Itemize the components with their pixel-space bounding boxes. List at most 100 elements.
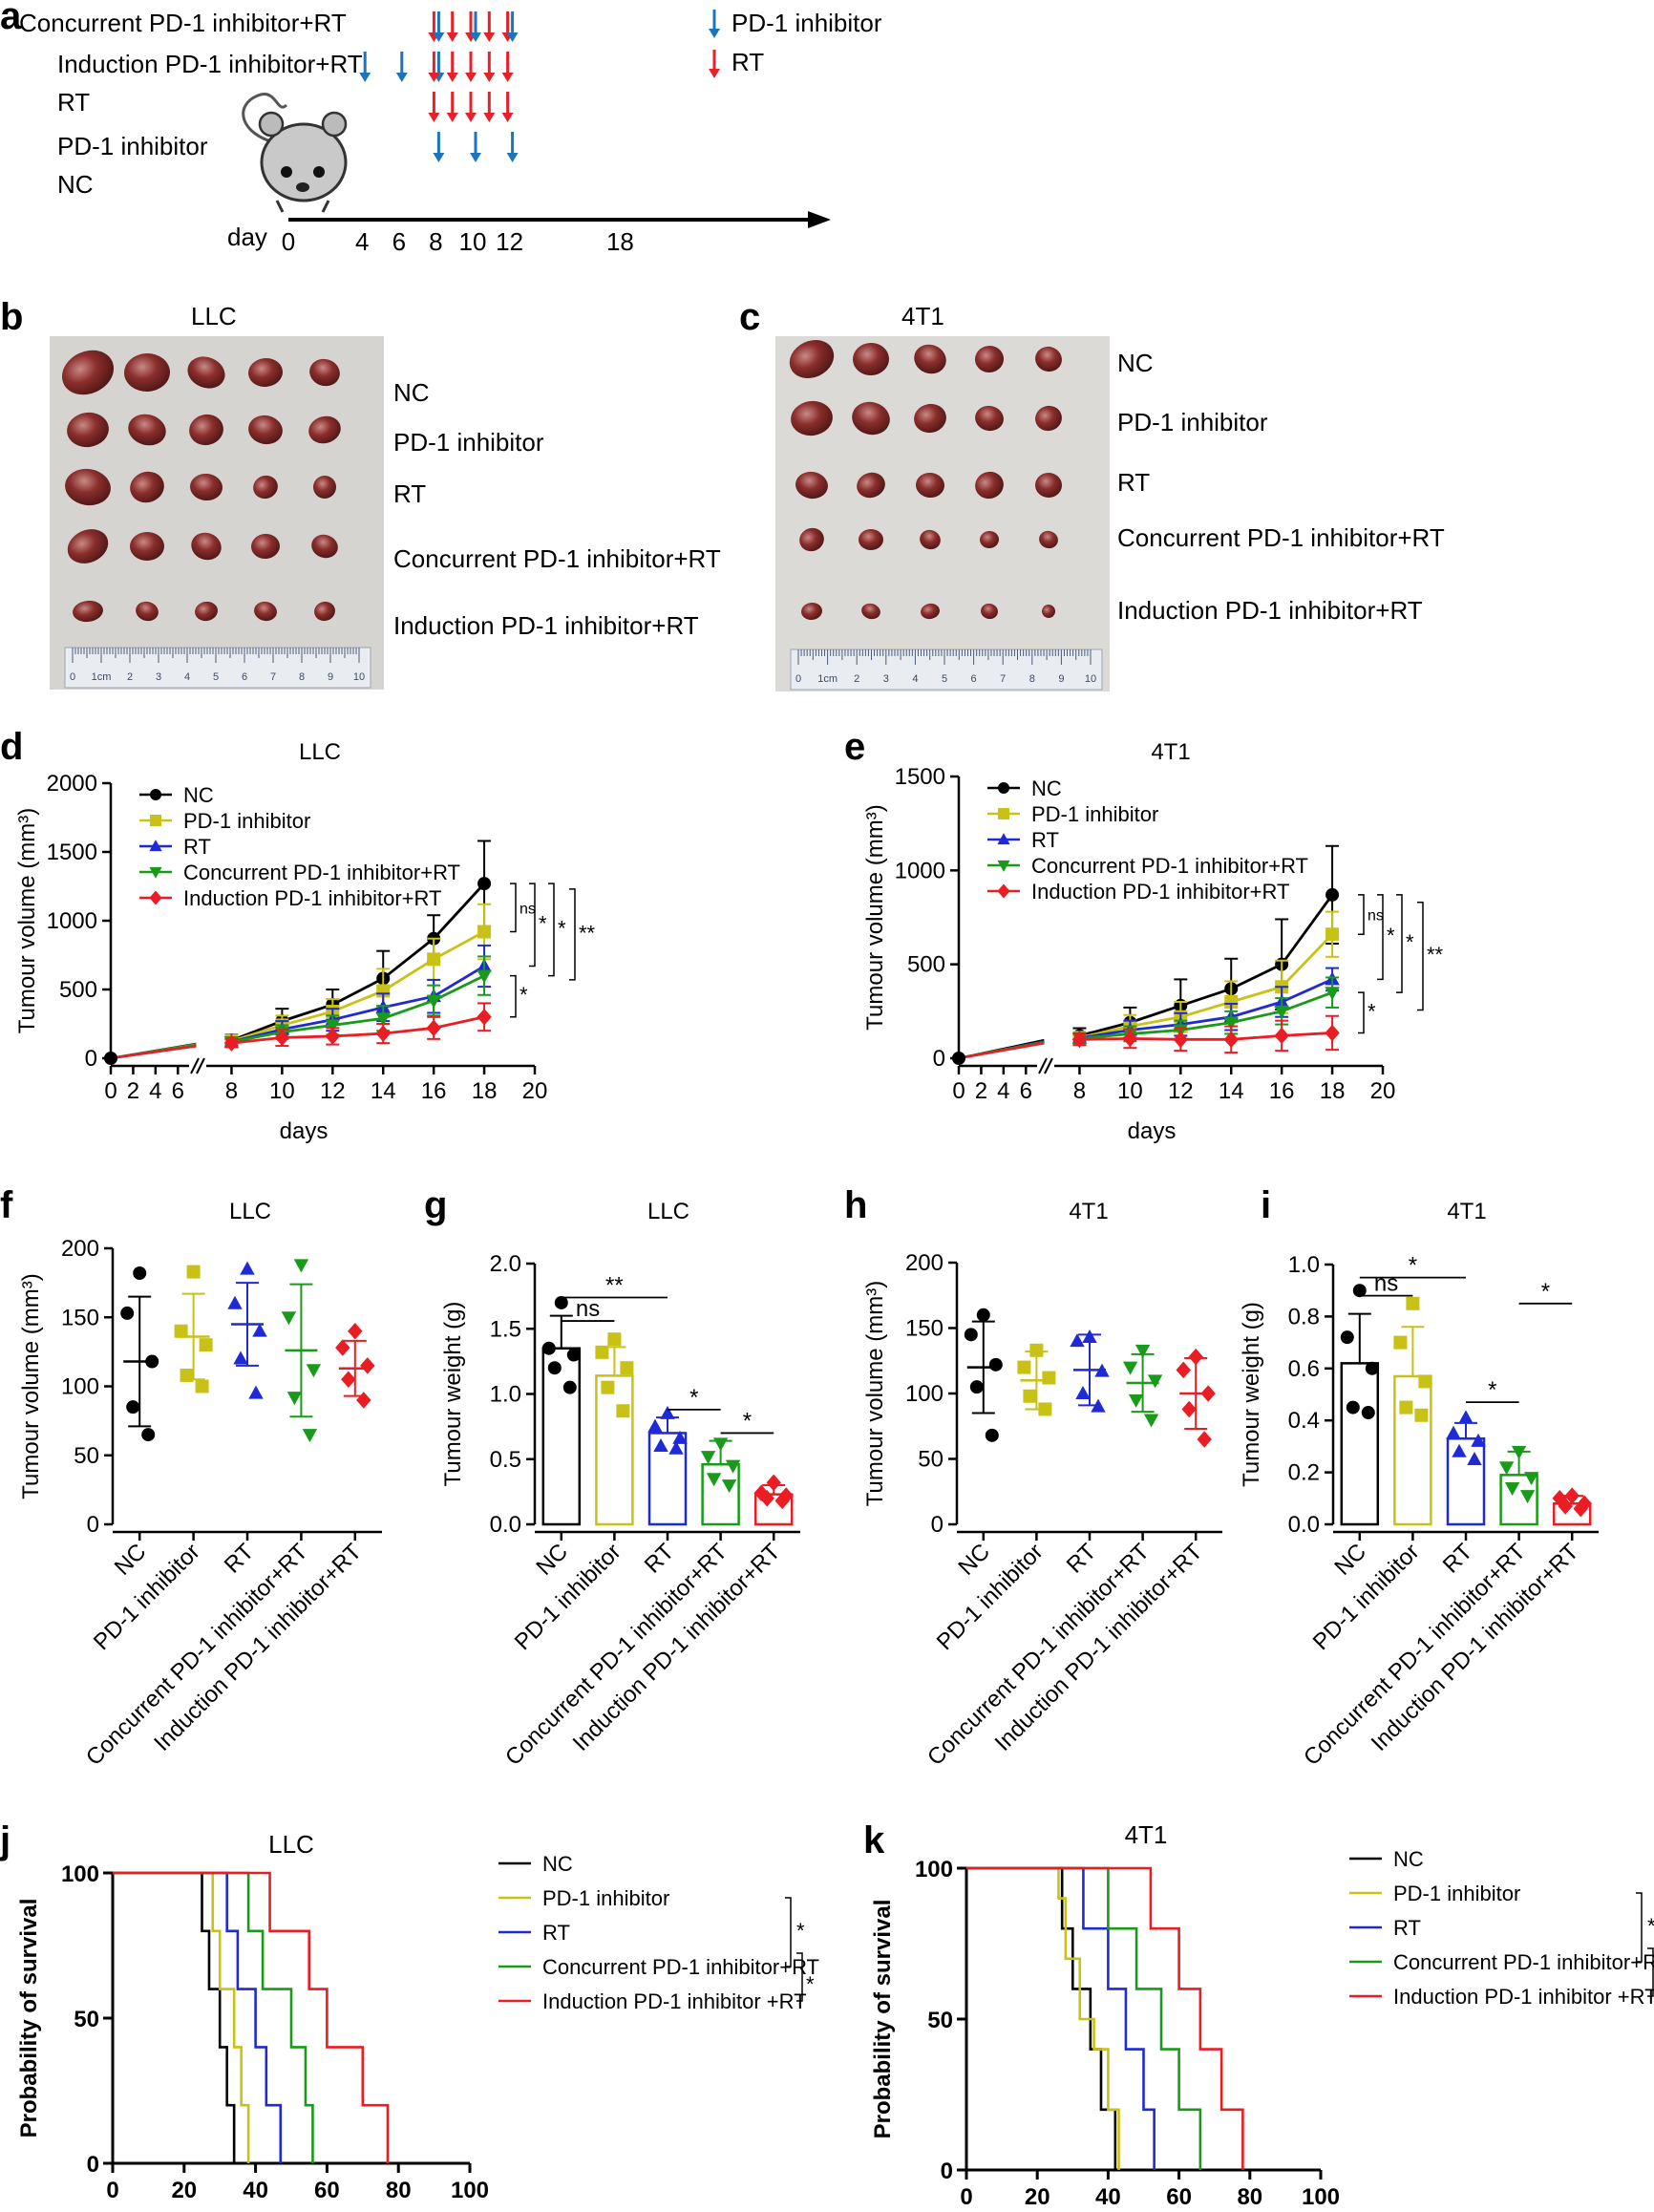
panel-letter: a: [0, 0, 22, 37]
y-tick-label: 0.8: [1288, 1304, 1320, 1329]
data-point: [700, 1451, 716, 1465]
y-tick-label: 500: [907, 952, 945, 978]
chart-i: 4T1 0.0 0.2 0.4 0.6 0.8 1.0 Tumour weight (g) NC…: [1239, 1199, 1599, 1771]
series-4: [1071, 1014, 1340, 1054]
timeline-tick-label: 4: [355, 227, 369, 256]
schedule-row-label: NC: [57, 170, 94, 199]
tumour-specimen: [65, 468, 111, 506]
x-tick-label: 16: [1269, 1078, 1295, 1104]
data-point: [1346, 1400, 1360, 1414]
legend-label: PD-1 inhibitor: [183, 809, 310, 833]
y-tick-label: 1000: [47, 908, 97, 934]
significance-bracket: [510, 974, 517, 1018]
y-tick-label: 500: [59, 977, 97, 1003]
significance-bracket: [785, 1897, 792, 1967]
x-tick-label: 0: [106, 2178, 118, 2203]
data-point: [1365, 1361, 1379, 1375]
survival-curve: [966, 1866, 1117, 2170]
axis-break: [1044, 1057, 1053, 1074]
arrowhead: [446, 32, 458, 42]
data-point: [778, 1487, 794, 1504]
data-point: [1029, 1343, 1044, 1357]
data-point: [766, 1474, 781, 1492]
data-point: [1325, 987, 1340, 1001]
tumour-specimen: [789, 340, 835, 378]
data-point: [1128, 1393, 1144, 1408]
tumour-specimen: [859, 528, 883, 551]
x-tick-label: 18: [472, 1078, 498, 1104]
data-point: [1325, 927, 1340, 942]
tumour-specimen: [1035, 472, 1062, 499]
data-point: [281, 1311, 297, 1326]
y-tick-label: 1.0: [490, 1382, 521, 1408]
x-tick-label: 40: [1095, 2184, 1121, 2210]
panel-letter: e: [844, 726, 865, 768]
tumour-specimen: [1039, 530, 1058, 549]
y-tick-label: 0: [87, 1512, 99, 1538]
y-tick-label: 1500: [895, 764, 945, 790]
tumour-specimen: [914, 403, 946, 434]
tumour-specimens: [789, 340, 1062, 621]
data-point: [1467, 1451, 1482, 1465]
photo-row-label: Concurrent PD-1 inhibitor+RT: [393, 544, 721, 573]
tumour-specimen: [861, 603, 880, 620]
bar: [1446, 1436, 1486, 1526]
data-point: [1075, 1385, 1091, 1399]
data-point: [1414, 1408, 1429, 1422]
panel-letter: c: [739, 296, 760, 338]
legend-label: RT: [183, 835, 211, 859]
data-point: [248, 1385, 264, 1399]
tumour-specimen: [67, 529, 109, 564]
bar: [647, 1432, 688, 1526]
arrowhead: [446, 113, 458, 122]
legend-label: Induction PD-1 inhibitor +RT: [1393, 1985, 1654, 2009]
data-point: [1224, 995, 1239, 1009]
legend-pd1-label: PD-1 inhibitor: [732, 9, 882, 37]
data-point: [1340, 1330, 1354, 1345]
x-tick-label: 12: [320, 1078, 346, 1104]
x-axis-label: days: [1128, 1118, 1177, 1144]
data-point: [1071, 1031, 1088, 1049]
data-point: [1361, 1406, 1375, 1420]
y-tick-label: 0.5: [490, 1447, 521, 1473]
x-tick-label: 4: [997, 1078, 1009, 1104]
data-point: [233, 1351, 248, 1365]
ruler-label: 4: [184, 671, 190, 683]
data-point: [375, 1025, 391, 1042]
x-tick-label: 0: [952, 1078, 965, 1104]
significance-bracket: [796, 1952, 803, 2002]
data-point: [774, 1492, 790, 1510]
x-tick-label: 10: [269, 1078, 295, 1104]
axis-break: [190, 1057, 200, 1074]
data-point: [1504, 1481, 1520, 1496]
chart-title: 4T1: [1069, 1199, 1108, 1224]
y-axis-label: Tumour volume (mm³): [862, 804, 888, 1030]
data-point: [969, 1380, 984, 1394]
axis-break: [196, 1057, 205, 1074]
legend-label: NC: [542, 1852, 573, 1876]
legend-label: RT: [542, 1921, 570, 1945]
chart-k: 4T1050100020406080100DaysProbability of …: [870, 1820, 1654, 2210]
chart-j: LLC050100020406080100DaysProbability of …: [16, 1830, 819, 2203]
series-line: [1079, 1032, 1333, 1041]
significance-label: ns: [1374, 1271, 1398, 1297]
y-axis-label: Tumour volume (mm³): [862, 1281, 888, 1506]
series-line: [231, 965, 485, 1044]
y-tick-label: 1500: [47, 840, 97, 865]
data-point: [976, 1308, 990, 1322]
data-point: [541, 1341, 556, 1355]
significance-label: *: [1368, 999, 1376, 1023]
tumour-specimen: [191, 532, 222, 561]
tumour-specimen: [795, 471, 828, 500]
data-point: [660, 1405, 675, 1419]
data-point: [375, 1012, 391, 1027]
tumour-specimen: [975, 471, 1004, 500]
arrowhead: [470, 153, 481, 162]
significance-label: **: [605, 1272, 624, 1298]
tumour-specimen: [852, 401, 890, 436]
timeline-tick-label: 0: [282, 227, 295, 256]
arrowhead: [465, 113, 477, 122]
